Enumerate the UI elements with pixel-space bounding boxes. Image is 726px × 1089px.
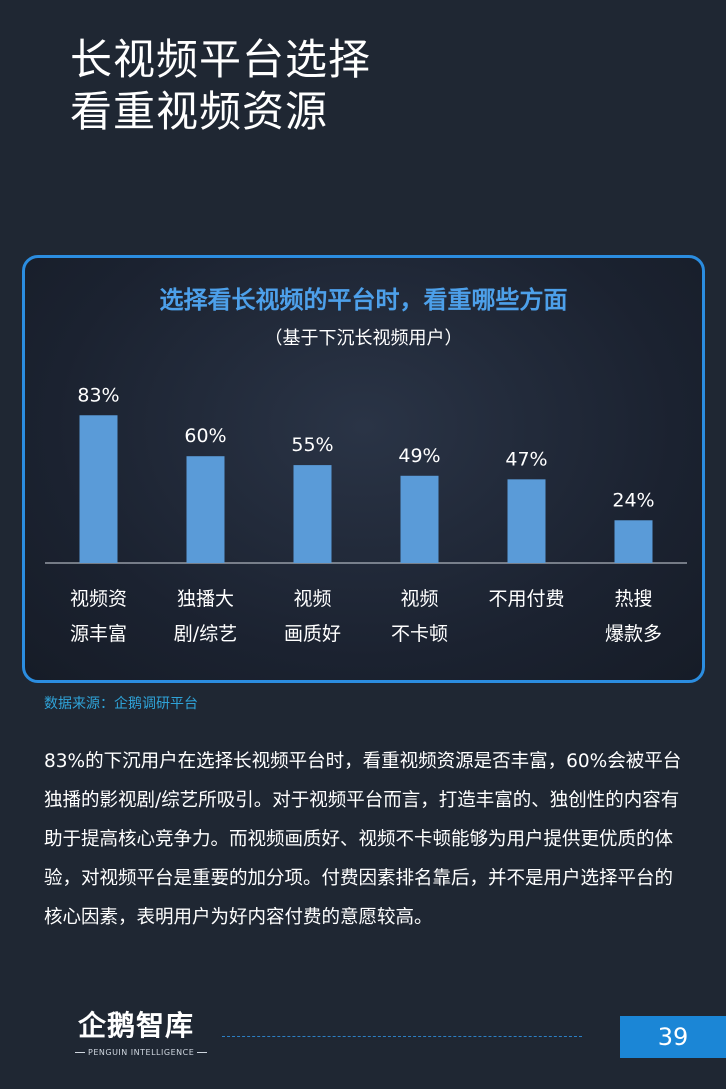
body-paragraph: 83%的下沉用户在选择长视频平台时，看重视频资源是否丰富，60%会被平台独播的影…: [44, 751, 682, 928]
page-title-line1: 长视频平台选择: [70, 35, 372, 84]
category-label-2-0: 视频: [293, 588, 331, 610]
page-title: 长视频平台选择 看重视频资源: [70, 34, 371, 138]
category-label-4-0: 不用付费: [488, 588, 564, 610]
bar-4: [507, 479, 546, 563]
data-label-0: 83%: [77, 384, 119, 406]
category-label-3-1: 不卡顿: [391, 623, 448, 645]
chart-title: 选择看长视频的平台时，看重哪些方面: [159, 286, 568, 314]
data-label-1: 60%: [184, 425, 226, 447]
data-label-3: 49%: [398, 445, 440, 467]
bar-0: [79, 415, 118, 563]
bar-2: [293, 465, 332, 563]
logo-subtitle: PENGUIN INTELLIGENCE: [72, 1048, 210, 1057]
data-label-5: 24%: [612, 489, 654, 511]
chart-subtitle: （基于下沉长视频用户）: [264, 328, 463, 349]
chart-card: 选择看长视频的平台时，看重哪些方面 （基于下沉长视频用户） 83% 视频资源丰富 6…: [22, 255, 705, 683]
bar-3: [400, 475, 439, 563]
data-label-4: 47%: [505, 448, 547, 470]
page-number: 39: [620, 1016, 726, 1058]
category-label-2-1: 画质好: [284, 623, 341, 645]
category-label-3-0: 视频: [400, 588, 438, 610]
footer-divider: [222, 1036, 582, 1037]
category-label-0-0: 视频资: [70, 588, 127, 610]
data-source: 数据来源：企鹅调研平台: [44, 696, 198, 712]
page-title-line2: 看重视频资源: [70, 87, 329, 136]
logo-text: 企鹅智库: [78, 1009, 195, 1042]
category-label-5-0: 热搜: [614, 588, 652, 610]
category-label-1-1: 剧/综艺: [174, 623, 237, 645]
data-label-2: 55%: [291, 434, 333, 456]
penguin-logo: 企鹅智库 PENGUIN INTELLIGENCE: [72, 1004, 202, 1064]
category-label-1-0: 独播大: [177, 588, 234, 610]
bar-5: [614, 520, 653, 563]
bar-1: [186, 456, 225, 563]
category-label-5-1: 爆款多: [605, 623, 662, 645]
category-label-0-1: 源丰富: [70, 623, 127, 645]
